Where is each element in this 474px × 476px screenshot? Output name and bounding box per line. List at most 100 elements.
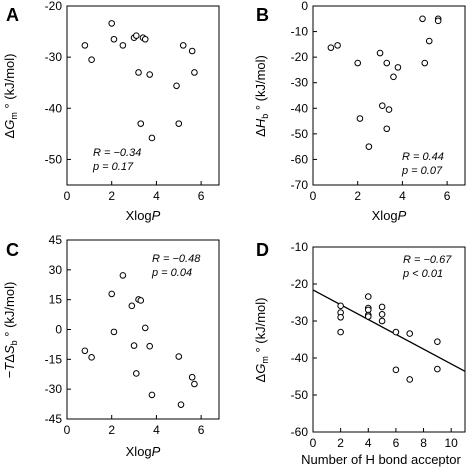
- panel-d: D 0 2 4 6 8 10 -10 -20 -30 -40 -50 -60 Number of H …: [253, 240, 466, 467]
- panel-b-ytick-label: -30: [291, 76, 309, 90]
- panel-a-xtick-label: 2: [108, 189, 115, 203]
- panel-c-data-point: [132, 370, 140, 377]
- panel-a-stat-p: p = 0.17: [92, 161, 134, 173]
- panel-a-data-point: [137, 120, 145, 127]
- panel-a-data-point: [88, 56, 95, 64]
- panel-a-data-point: [108, 20, 116, 27]
- panel-d-xtick-label: 2: [337, 436, 344, 450]
- panel-d-xtick-label: 6: [393, 436, 400, 450]
- panel-c-data-point: [137, 297, 145, 304]
- panel-a-data-point: [191, 69, 198, 76]
- panel-b-ytick-label: -50: [291, 127, 309, 141]
- panel-a-xtick-label: 0: [64, 189, 71, 203]
- panel-b-stat-r: R = 0.44: [402, 151, 444, 163]
- panel-a-marks: 0 2 4 6 -20 -30 -40 -50: [45, 0, 205, 203]
- panel-a-xtick-label: 4: [153, 189, 160, 203]
- panel-d-ytick-label: -30: [291, 314, 309, 328]
- panel-d-xlabel: Number of H bond acceptor: [301, 452, 461, 467]
- panel-c-xlabel: XlogP: [126, 444, 161, 459]
- panel-c-data-point: [141, 324, 149, 332]
- panel-a-data-point: [146, 71, 154, 78]
- panel-b-data-point: [354, 59, 362, 67]
- panel-d-marks: 0 2 4 6 8 10 -10 -20 -30 -40 -50 -60: [291, 240, 466, 450]
- panel-a-xtick-label: 6: [198, 189, 205, 203]
- panel-b-ytick-label: -60: [291, 152, 309, 166]
- panel-d-data-point: [364, 293, 372, 300]
- panel-b-data-point: [327, 44, 335, 51]
- panel-a-ytick-label: -20: [45, 0, 63, 13]
- panel-b-xtick-label: 0: [310, 189, 317, 203]
- panel-d-data-point: [406, 376, 414, 383]
- panel-d-data-point: [392, 328, 400, 336]
- panel-c-letter: C: [6, 240, 19, 260]
- panel-b-letter: B: [256, 5, 269, 25]
- panel-c-ytick-label: -45: [45, 412, 63, 426]
- panel-a: A 0 2 4 6-20-30-40-50 XlogP ΔGm ° (kJ/mol) …: [2, 0, 220, 223]
- panel-b-xtick-label: 6: [444, 189, 451, 203]
- panel-b: B 0 2 4 6 0 -10 -20 -30 -40 -50 -60 -70 XlogP ΔHb °…: [253, 0, 466, 223]
- panel-b-ytick-label: -20: [291, 50, 309, 64]
- panel-a-data-point: [175, 120, 183, 127]
- panel-d-ytick-label: -60: [291, 425, 309, 439]
- panel-d-xtick-label: 0: [310, 436, 317, 450]
- panel-d-data-point: [337, 302, 344, 310]
- panel-d-data-point: [406, 330, 414, 337]
- panel-c-ytick-label: -15: [45, 352, 63, 366]
- panel-c-ylabel: −TΔSb ° (kJ/mol): [2, 282, 19, 379]
- panel-b-data-point: [434, 17, 442, 25]
- panel-b-xtick-label: 2: [354, 189, 361, 203]
- panel-b-ytick-label: -10: [291, 25, 309, 39]
- panel-c-data-point: [191, 380, 198, 388]
- panel-a-data-point: [141, 35, 149, 43]
- panel-d-ytick-label: -40: [291, 351, 309, 365]
- panel-b-marks: 0 2 4 6 0 -10 -20 -30 -40 -50 -60 -70: [291, 0, 451, 203]
- panel-d-xtick-label: 8: [420, 436, 427, 450]
- panel-b-data-point: [383, 125, 391, 133]
- panel-d-xtick-label: 4: [365, 436, 372, 450]
- panel-c-xtick-label: 6: [198, 423, 205, 437]
- panel-a-stat-r: R = −0.34: [93, 147, 141, 159]
- panel-d-letter: D: [256, 240, 269, 260]
- panel-b-data-point: [365, 143, 373, 150]
- panel-d-data-point: [378, 317, 386, 325]
- panel-d-data-point: [378, 303, 386, 311]
- panel-b-ylabel: ΔHb ° (kJ/mol): [253, 55, 270, 137]
- panel-d-regression-line: [312, 289, 466, 372]
- panel-c: C 0 2 4 6 45 30 15 0 -15 -30 -45 XlogP −TΔSb ° (kJ…: [2, 233, 220, 459]
- panel-c-data-point: [130, 342, 138, 349]
- panel-b-data-point: [421, 59, 429, 67]
- panel-c-data-point: [108, 290, 116, 298]
- panel-c-ytick-label: 45: [49, 233, 63, 247]
- panel-c-xtick-label: 4: [153, 423, 160, 437]
- panel-a-data-point: [81, 42, 89, 49]
- panel-b-data-point: [390, 73, 397, 81]
- panel-b-data-point: [419, 15, 426, 23]
- panel-c-data-point: [119, 272, 127, 279]
- panel-d-data-point: [364, 313, 372, 320]
- panel-b-plot-frame: [312, 5, 466, 186]
- panel-b-xtick-label: 4: [399, 189, 406, 203]
- panel-d-ylabel: ΔGm ° (kJ/mol): [253, 298, 270, 383]
- panel-a-data-point: [119, 42, 127, 49]
- panel-c-data-point: [148, 391, 156, 399]
- panel-b-data-point: [378, 102, 386, 110]
- panel-d-stat-r: R = −0.67: [403, 254, 452, 266]
- panel-c-xtick-label: 0: [64, 423, 71, 437]
- panel-c-data-point: [128, 302, 136, 310]
- panel-b-ytick-label: 0: [301, 0, 308, 13]
- panel-c-ytick-label: -30: [45, 382, 63, 396]
- panel-b-data-point: [383, 59, 391, 67]
- panel-c-data-point: [175, 353, 183, 360]
- panel-d-ytick-label: -50: [291, 388, 309, 402]
- panel-a-letter: A: [6, 5, 19, 25]
- panel-b-data-point: [376, 49, 384, 57]
- panel-d-data-point: [378, 311, 386, 318]
- panel-d-ytick-label: -20: [291, 277, 309, 291]
- panel-c-marks: 0 2 4 6 45 30 15 0 -15 -30 -45: [45, 233, 205, 437]
- panel-a-ytick-label: -40: [45, 101, 63, 115]
- panel-c-data-point: [188, 373, 196, 381]
- panel-d-data-point: [337, 328, 344, 336]
- panel-b-data-point: [394, 64, 402, 71]
- panel-a-data-point: [132, 32, 140, 39]
